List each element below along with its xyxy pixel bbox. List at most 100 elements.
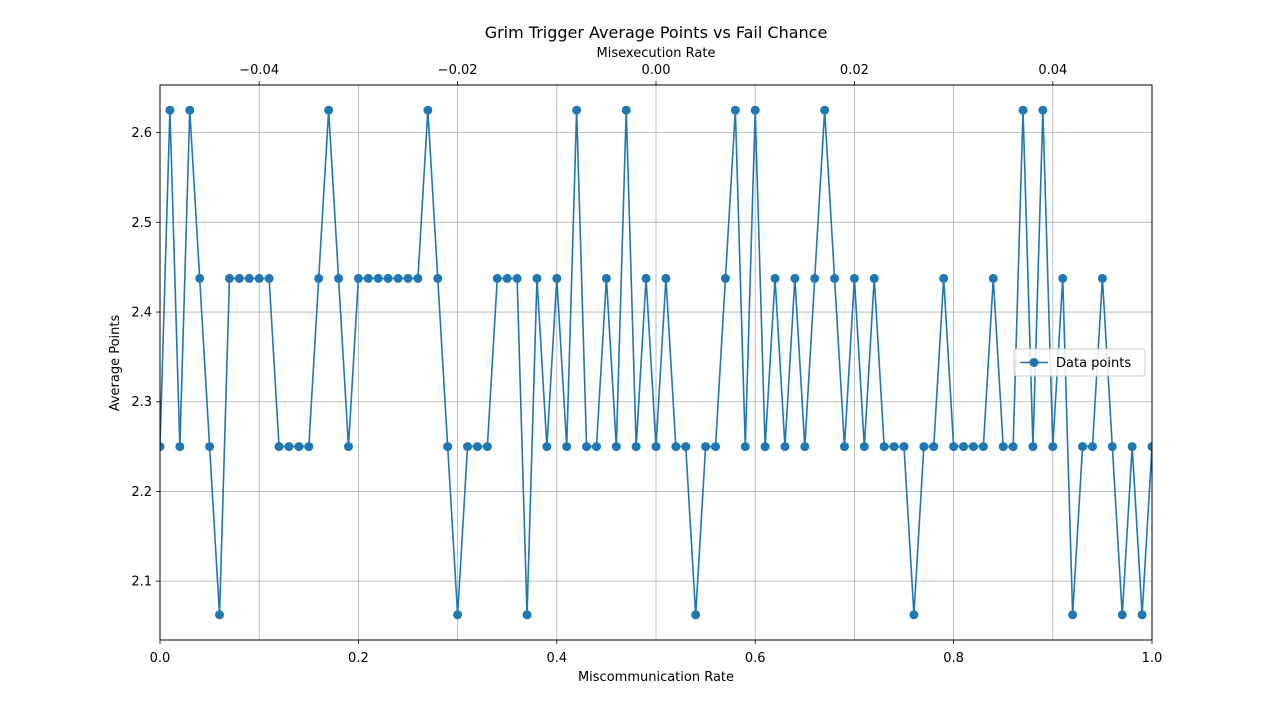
data-point [701,442,711,452]
data-point [790,273,800,283]
data-point [770,273,780,283]
data-point [215,610,225,620]
data-point [433,273,443,283]
top-tick-label: 0.02 [840,63,869,78]
data-point [403,273,413,283]
data-point [274,442,284,452]
data-point [899,442,909,452]
data-point [998,442,1008,452]
y-tick-label: 2.4 [131,306,152,321]
data-point [492,273,502,283]
data-point [820,105,830,115]
data-point [1058,273,1068,283]
data-point [353,273,363,283]
y-tick-label: 2.6 [131,126,152,141]
data-point [929,442,939,452]
data-point [720,273,730,283]
data-point [611,442,621,452]
data-point [294,442,304,452]
data-point [373,273,383,283]
data-point [1107,442,1117,452]
data-point [671,442,681,452]
data-point [1078,442,1088,452]
data-point [1117,610,1127,620]
top-tick-label: 0.00 [642,63,671,78]
legend-label: Data points [1056,356,1131,371]
data-point [859,442,869,452]
x-tick-label: 0.2 [348,651,369,666]
data-point [740,442,750,452]
data-point [472,442,482,452]
top-tick-label: −0.02 [438,63,478,78]
data-point [160,442,165,452]
y-tick-label: 2.2 [131,485,152,500]
data-point [562,442,572,452]
data-point [810,273,820,283]
data-point [800,442,810,452]
ticks: 0.0 0.2 0.4 0.6 0.8 1.0 −0.04 −0.02 0.00 0.02 0.04… [131,63,1162,666]
data-point [889,442,899,452]
data-point [254,273,264,283]
data-point [839,442,849,452]
data-point [1008,442,1018,452]
x-tick-label: 0.8 [943,651,964,666]
data-point [1137,610,1147,620]
data-point [780,442,790,452]
y-tick-label: 2.5 [131,216,152,231]
data-point [482,442,492,452]
data-point [324,105,334,115]
data-point [463,442,473,452]
data-point [393,273,403,283]
data-point [522,610,532,620]
data-point [1018,105,1028,115]
data-point [959,442,969,452]
data-point [909,610,919,620]
series-layer [160,105,1152,620]
data-point [591,442,601,452]
data-point [760,442,770,452]
data-point [621,105,631,115]
data-point [830,273,840,283]
data-point [443,442,453,452]
data-point [224,273,234,283]
legend: Data points [1013,348,1146,377]
data-point [363,273,373,283]
data-point [552,273,562,283]
data-point [939,273,949,283]
x-tick-label: 1.0 [1142,651,1163,666]
data-point [195,273,205,283]
data-point [165,105,175,115]
data-point [1038,105,1048,115]
top-axis-label: Misexecution Rate [597,46,716,61]
data-point [304,442,314,452]
data-point [413,273,423,283]
data-point [849,273,859,283]
data-point [334,273,344,283]
data-point [453,610,463,620]
x-axis-label: Miscommunication Rate [578,670,734,685]
data-point [512,273,522,283]
data-point [314,273,324,283]
data-point [730,105,740,115]
data-point [651,442,661,452]
chart-title: Grim Trigger Average Points vs Fail Chan… [485,23,828,42]
top-tick-label: −0.04 [239,63,279,78]
data-point [1068,610,1078,620]
data-point [185,105,195,115]
data-point [1048,442,1058,452]
data-point [949,442,959,452]
data-point [869,273,879,283]
data-point [582,442,592,452]
data-point [284,442,294,452]
data-point [1097,273,1107,283]
data-point [711,442,721,452]
data-point [1087,442,1097,452]
y-axis-label: Average Points [108,314,123,411]
x-tick-label: 0.4 [546,651,567,666]
data-point [244,273,254,283]
data-point [879,442,889,452]
data-point [532,273,542,283]
top-tick-label: 0.04 [1038,63,1067,78]
data-point [383,273,393,283]
